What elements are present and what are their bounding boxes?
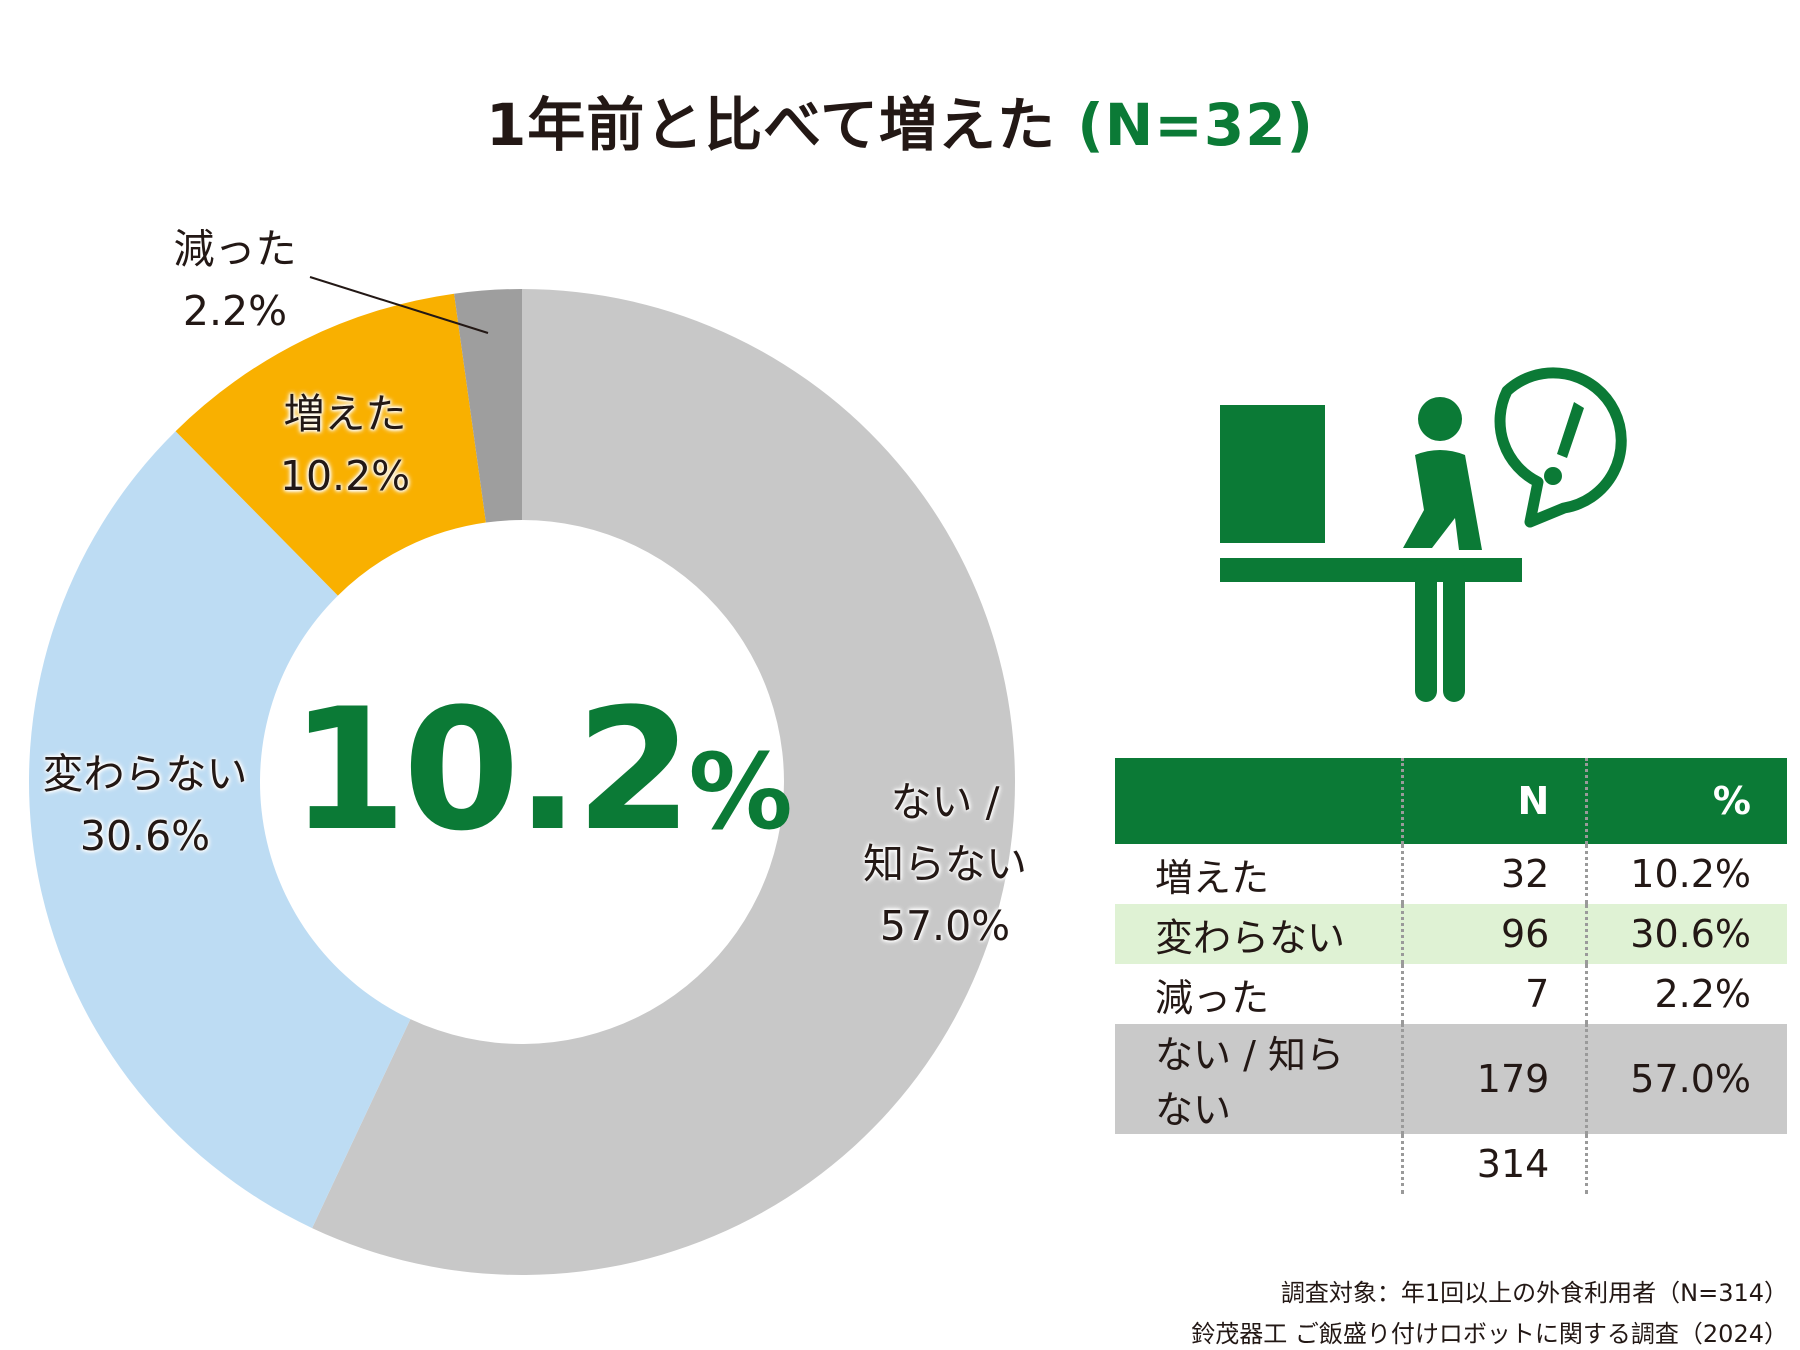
slice-label-increased-line1: 増えた (283, 390, 407, 438)
slice-label-none-line2: 知らない (863, 840, 1027, 888)
table-row-n: 179 (1400, 1024, 1587, 1134)
table-total-n: 314 (1400, 1134, 1587, 1194)
table-row: 増えた 32 10.2% (1115, 844, 1787, 904)
slice-label-increased-value: 10.2% (279, 452, 411, 500)
table-row-label: 増えた (1115, 844, 1403, 904)
footnote-target: 調査対象：年1回以上の外食利用者（N=314） (1280, 1279, 1788, 1307)
table-total-row: 314 (1115, 1134, 1787, 1194)
donut-slice-none (312, 289, 1016, 1275)
slice-label-none-value: 57.0% (879, 902, 1011, 950)
table-row: 減った 7 2.2% (1115, 964, 1787, 1024)
slice-label-none: ない / 知らない 57.0% (835, 771, 1055, 957)
table-row-pct: 10.2% (1585, 844, 1787, 904)
data-table: N % 増えた 32 10.2% 変わらない 96 30.6% 減った 7 2.… (1115, 758, 1787, 1194)
table-row: 変わらない 96 30.6% (1115, 904, 1787, 964)
slice-label-decreased-line1: 減った (173, 225, 297, 273)
slice-label-none-line1: ない / (890, 778, 1000, 826)
center-value-unit: % (688, 731, 793, 853)
title-sample-size: (N=32) (1077, 91, 1315, 159)
table-row-n: 7 (1400, 964, 1587, 1024)
chart-title: 1年前と比べて増えた (N=32) (0, 78, 1800, 162)
decreased-leader-line (309, 276, 489, 334)
title-main: 1年前と比べて増えた (485, 91, 1056, 159)
slice-label-unchanged: 変わらない 30.6% (30, 743, 260, 867)
table-row: ない / 知らない 179 57.0% (1115, 1024, 1787, 1134)
table-total-blank (1115, 1134, 1403, 1194)
table-row-pct: 2.2% (1585, 964, 1787, 1024)
table-row-label: ない / 知らない (1115, 1024, 1403, 1134)
table-row-label: 変わらない (1115, 904, 1403, 964)
table-total-pct-blank (1585, 1134, 1787, 1194)
slice-label-unchanged-value: 30.6% (79, 812, 211, 860)
footnote-source: 鈴茂器工 ご飯盛り付けロボットに関する調査（2024） (1191, 1320, 1788, 1348)
slice-label-increased: 増えた 10.2% (250, 383, 440, 507)
table-header-label (1115, 758, 1403, 844)
table-row-pct: 57.0% (1585, 1024, 1787, 1134)
center-value-number: 10.2 (290, 672, 693, 868)
table-row-label: 減った (1115, 964, 1403, 1024)
donut-slice-increased (175, 293, 486, 596)
table-row-pct: 30.6% (1585, 904, 1787, 964)
table-row-n: 96 (1400, 904, 1587, 964)
table-header-pct: % (1585, 758, 1787, 844)
table-header-n: N (1400, 758, 1587, 844)
slice-label-unchanged-line1: 変わらない (42, 750, 248, 798)
donut-slice-decreased (454, 289, 522, 523)
slice-label-decreased: 減った 2.2% (150, 218, 320, 342)
center-highlight-value: 10.2% (290, 685, 793, 877)
person-at-counter-exclamation-icon (1220, 367, 1627, 702)
donut-slice-unchanged (29, 431, 411, 1229)
table-row-n: 32 (1400, 844, 1587, 904)
slice-label-decreased-value: 2.2% (182, 287, 288, 335)
